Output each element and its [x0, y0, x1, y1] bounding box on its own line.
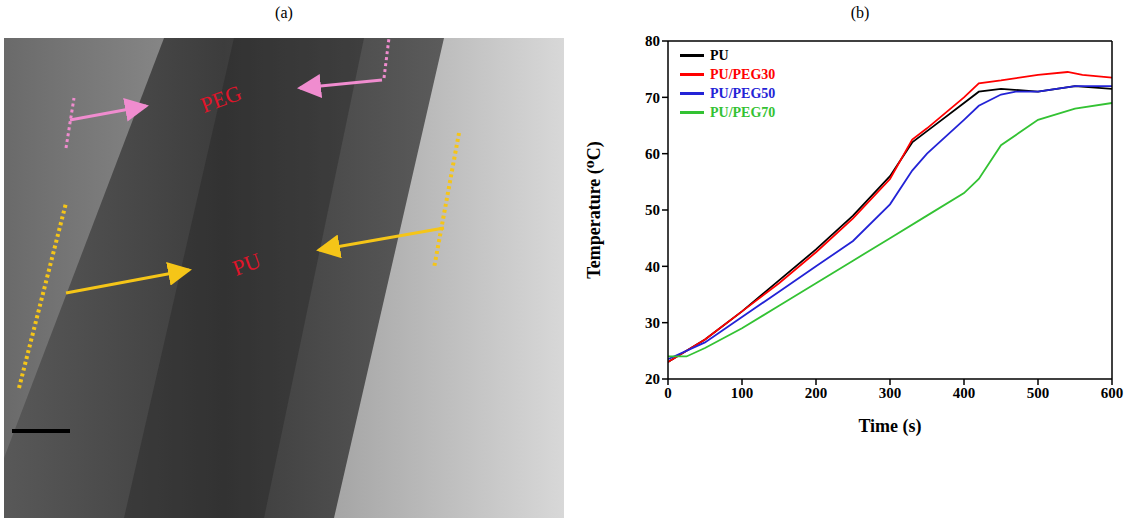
svg-text:80: 80: [645, 33, 660, 49]
html-text:PU: PU: [710, 47, 729, 63]
html-text:(b): (b): [850, 4, 870, 21]
svg-text:200: 200: [805, 385, 828, 401]
svg-text:100: 100: [731, 385, 754, 401]
svg-text:400: 400: [953, 385, 976, 401]
svg-text:20: 20: [645, 371, 660, 387]
svg-text:30: 30: [645, 315, 660, 331]
svg-text:PEG: PEG: [197, 80, 245, 118]
svg-text:600: 600: [1101, 385, 1124, 401]
svg-text:Temperature (⁰C): Temperature (⁰C): [584, 141, 605, 278]
svg-text:60: 60: [645, 146, 660, 162]
html-text:PU/PEG70: PU/PEG70: [710, 104, 776, 120]
svg-text:0: 0: [664, 385, 672, 401]
svg-text:50: 50: [645, 202, 660, 218]
svg-text:500: 500: [1027, 385, 1050, 401]
html-text:(a): (a): [275, 4, 293, 21]
svg-text:PU: PU: [229, 248, 264, 281]
svg-text:300: 300: [879, 385, 902, 401]
svg-text:Time (s): Time (s): [858, 416, 921, 437]
html-text:PU/PEG50: PU/PEG50: [710, 85, 776, 101]
svg-text:40: 40: [645, 259, 660, 275]
html-text:PU/PEG30: PU/PEG30: [710, 66, 776, 82]
svg-text:70: 70: [645, 90, 660, 106]
